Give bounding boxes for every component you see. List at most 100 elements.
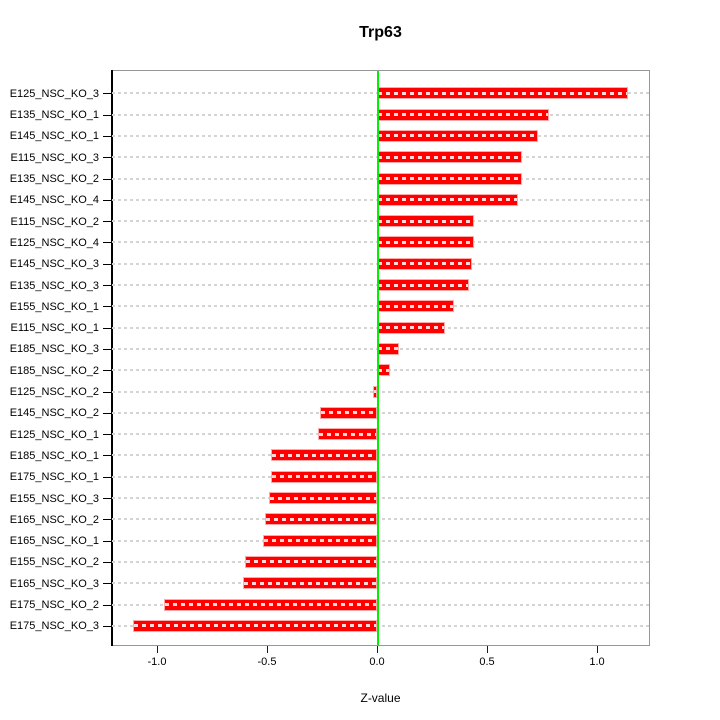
y-axis-tick: [103, 604, 111, 606]
y-axis-line: [111, 70, 113, 646]
category-label: E145_NSC_KO_3: [9, 258, 99, 271]
bar-inner-dash: [378, 155, 522, 159]
y-axis-tick: [103, 199, 111, 201]
row-gridline: [112, 603, 649, 606]
y-axis-tick: [103, 263, 111, 265]
row-gridline: [112, 411, 649, 414]
category-label: E125_NSC_KO_1: [9, 428, 99, 441]
category-label: E125_NSC_KO_2: [9, 386, 99, 398]
bar-inner-dash: [270, 496, 376, 500]
bar-inner-dash: [133, 624, 376, 628]
bar: [377, 364, 391, 377]
y-axis-tick: [103, 285, 111, 286]
bar: [377, 215, 474, 228]
bar: [132, 619, 377, 632]
category-label: E115_NSC_KO_2: [10, 215, 99, 228]
x-tick-label: -1.0: [147, 656, 167, 668]
category-label: E155_NSC_KO_3: [9, 492, 99, 505]
y-axis-tick: [103, 476, 111, 478]
category-label: E155_NSC_KO_2: [9, 556, 99, 569]
x-axis-tick: [377, 646, 378, 653]
bar: [377, 193, 518, 206]
row-gridline: [112, 497, 649, 499]
plot-area: E125_NSC_KO_3 E135_NSC_KO_1 E145_NSC_KO_1 E…: [10, 70, 650, 668]
bar: [163, 598, 377, 611]
category-label: E145_NSC_KO_4: [9, 194, 99, 207]
x-tick-label: -0.5: [257, 656, 277, 668]
bar: [271, 470, 377, 483]
row-gridline: [112, 390, 649, 393]
bar-inner-dash: [378, 326, 445, 330]
bar: [377, 300, 454, 313]
bar-inner-dash: [378, 134, 537, 138]
bar: [317, 428, 377, 441]
chart-title: Trp63: [359, 24, 402, 41]
bar-inner-dash: [378, 219, 473, 223]
y-axis-tick: [103, 114, 111, 116]
category-label: E165_NSC_KO_1: [9, 535, 99, 548]
bar: [377, 108, 549, 121]
category-label: E145_NSC_KO_1: [9, 130, 99, 143]
bar: [377, 129, 538, 142]
y-axis-tick: [103, 412, 111, 414]
bar: [262, 534, 377, 547]
zero-reference-line: [376, 71, 379, 645]
y-axis-tick: [103, 178, 111, 180]
category-label: E145_NSC_KO_2: [9, 407, 99, 420]
y-axis-tick: [103, 221, 111, 223]
category-label: E165_NSC_KO_2: [9, 513, 99, 526]
bar-inner-dash: [378, 113, 548, 117]
x-tick-label: 0.5: [479, 656, 495, 668]
category-label: E135_NSC_KO_3: [9, 279, 99, 292]
category-label: E155_NSC_KO_1: [9, 300, 99, 313]
row-gridline: [112, 518, 649, 521]
row-gridline: [112, 539, 649, 542]
x-axis-tick: [487, 646, 488, 653]
y-axis-tick: [103, 625, 111, 627]
x-axis-tick: [597, 646, 598, 653]
y-axis-tick: [103, 370, 111, 372]
bar: [319, 406, 377, 419]
row-gridline: [112, 624, 649, 627]
category-label: E125_NSC_KO_4: [9, 236, 99, 249]
row-gridline: [112, 433, 649, 436]
bar: [377, 151, 523, 164]
y-axis-tick: [103, 327, 111, 329]
x-axis-tick: [157, 646, 158, 653]
bar-inner-dash: [378, 177, 522, 180]
category-label: E185_NSC_KO_3: [9, 343, 99, 356]
category-label: E135_NSC_KO_2: [9, 173, 99, 185]
row-gridline: [112, 582, 649, 585]
category-label: E185_NSC_KO_2: [9, 364, 99, 377]
category-label: E165_NSC_KO_3: [9, 577, 99, 590]
y-axis-tick: [103, 93, 111, 95]
bar: [264, 513, 377, 526]
y-axis-tick: [103, 540, 111, 542]
bar-inner-dash: [378, 283, 469, 287]
category-label: E135_NSC_KO_1: [9, 109, 99, 122]
bar-inner-dash: [246, 560, 376, 564]
x-tick-label: 0.0: [369, 656, 385, 668]
category-label: E115_NSC_KO_1: [10, 322, 99, 335]
x-axis-tick: [267, 646, 268, 653]
y-axis-tick: [103, 519, 111, 521]
y-axis-tick: [103, 391, 111, 393]
bar-inner-dash: [243, 581, 376, 585]
y-axis-tick: [103, 157, 111, 159]
y-axis-tick: [103, 306, 111, 308]
bar-inner-dash: [272, 475, 376, 479]
bar: [372, 385, 377, 398]
bar-inner-dash: [373, 390, 376, 393]
y-axis-tick: [103, 242, 111, 244]
bar: [377, 279, 470, 291]
y-axis-tick: [103, 434, 111, 436]
bar-inner-dash: [378, 262, 471, 266]
row-gridline: [112, 560, 649, 563]
bar-inner-dash: [164, 603, 376, 606]
y-axis-tick: [103, 135, 111, 137]
bar-inner-dash: [378, 368, 390, 372]
bar-inner-dash: [265, 517, 376, 521]
bar-inner-dash: [378, 240, 473, 244]
category-label: E175_NSC_KO_3: [9, 620, 99, 633]
